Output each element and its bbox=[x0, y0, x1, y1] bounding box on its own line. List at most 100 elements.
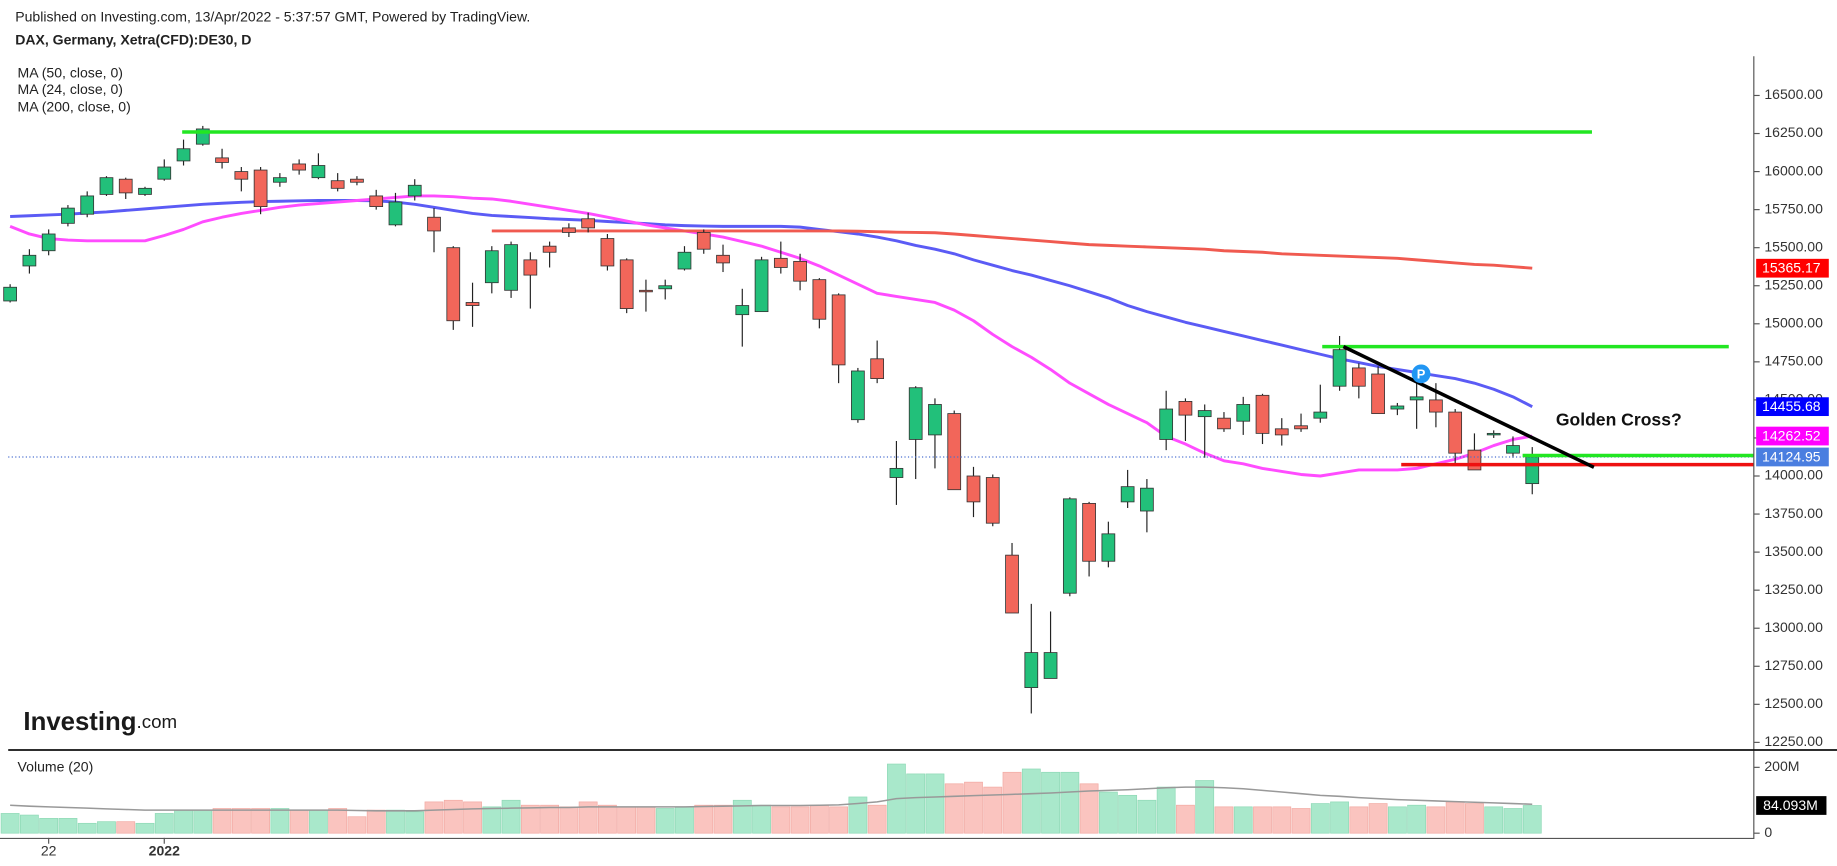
volume-bar bbox=[1291, 808, 1311, 834]
volume-bar bbox=[636, 806, 656, 834]
volume-bar bbox=[193, 809, 213, 834]
y-tick-label: 13500.00 bbox=[1764, 543, 1823, 559]
volume-bar bbox=[559, 806, 579, 834]
volume-title: Volume (20) bbox=[18, 758, 94, 774]
candle-body bbox=[311, 165, 326, 179]
symbol-title: DAX, Germany, Xetra(CFD):DE30, D bbox=[15, 32, 251, 48]
candle-body bbox=[388, 201, 403, 226]
candle-body bbox=[581, 218, 596, 229]
y-tick-label: 14750.00 bbox=[1764, 353, 1823, 369]
volume-bar bbox=[1407, 804, 1427, 834]
legend-item: MA (200, close, 0) bbox=[18, 99, 131, 115]
volume-bar bbox=[1041, 771, 1060, 834]
price-tag bbox=[1756, 397, 1829, 417]
candle-body bbox=[1062, 498, 1077, 594]
candle-body bbox=[1429, 399, 1443, 413]
volume-bar bbox=[752, 804, 771, 834]
volume-bar bbox=[578, 801, 598, 834]
logo: Investing.com bbox=[23, 708, 177, 736]
volume-bar bbox=[1368, 803, 1388, 834]
candle-body bbox=[1274, 428, 1289, 436]
volume-bar bbox=[289, 809, 309, 834]
volume-bar bbox=[309, 809, 328, 834]
price-tag-label: 14455.68 bbox=[1762, 398, 1821, 414]
volume-bar bbox=[983, 786, 1003, 834]
volume-bar bbox=[1426, 806, 1446, 834]
candle-body bbox=[928, 404, 942, 436]
candle-body bbox=[22, 254, 37, 267]
candle-body bbox=[658, 285, 673, 290]
x-tick-label: 2022 bbox=[149, 843, 180, 859]
candle-body bbox=[176, 148, 191, 162]
candle-body bbox=[619, 259, 634, 309]
candle-body bbox=[234, 171, 249, 180]
price-tag bbox=[1756, 426, 1829, 446]
candle-body bbox=[600, 238, 615, 267]
candle-body bbox=[773, 257, 788, 268]
candle-body bbox=[1159, 408, 1174, 440]
candle-body bbox=[369, 195, 384, 207]
volume-bar bbox=[1349, 806, 1369, 834]
volume-bar bbox=[366, 809, 386, 834]
volume-bar bbox=[328, 808, 348, 834]
y-tick-label: 12750.00 bbox=[1764, 657, 1823, 673]
candle-body bbox=[446, 247, 461, 322]
y-tick-label: 0 bbox=[1764, 824, 1772, 840]
volume-bar bbox=[58, 818, 78, 834]
ma-line bbox=[9, 194, 1533, 478]
candle-body bbox=[754, 259, 769, 313]
y-tick-label: 12500.00 bbox=[1764, 695, 1823, 711]
volume-bar bbox=[848, 796, 868, 834]
candle-body bbox=[1082, 502, 1096, 562]
volume-bar bbox=[771, 806, 791, 834]
y-tick-label: 15000.00 bbox=[1764, 315, 1823, 331]
candle-body bbox=[1217, 417, 1231, 430]
volume-bar bbox=[386, 809, 405, 834]
volume-bar bbox=[77, 822, 97, 834]
candle-body bbox=[1294, 425, 1308, 430]
candle-body bbox=[793, 260, 807, 282]
candle-body bbox=[523, 259, 538, 276]
y-tick-label: 12250.00 bbox=[1764, 733, 1823, 749]
candle-body bbox=[61, 207, 75, 224]
candle-body bbox=[1506, 445, 1520, 454]
volume-bar bbox=[1060, 771, 1080, 834]
volume-bar bbox=[694, 804, 714, 834]
x-tick-label: 22 bbox=[41, 843, 57, 859]
candle-body bbox=[118, 178, 133, 194]
candle-body bbox=[716, 254, 730, 264]
annotation: Golden Cross? bbox=[1556, 409, 1682, 429]
volume-bar bbox=[501, 799, 521, 834]
y-tick-label: 15500.00 bbox=[1764, 238, 1823, 254]
volume-bar bbox=[270, 808, 290, 834]
price-tag bbox=[1756, 258, 1829, 278]
volume-bar bbox=[251, 808, 271, 834]
candle-body bbox=[80, 195, 95, 215]
candle-body bbox=[157, 166, 172, 180]
volume-bar bbox=[925, 773, 945, 834]
y-tick-label: 200M bbox=[1764, 758, 1799, 774]
volume-bar bbox=[944, 783, 964, 834]
volume-bar bbox=[347, 816, 367, 834]
volume-bar bbox=[598, 804, 617, 834]
candle-body bbox=[1467, 449, 1482, 471]
y-tick-label: 15250.00 bbox=[1764, 276, 1823, 292]
price-tag-label: 14124.95 bbox=[1762, 448, 1821, 464]
y-tick-label: 16500.00 bbox=[1764, 86, 1823, 102]
volume-bar bbox=[39, 818, 59, 834]
candle-body bbox=[985, 477, 1000, 524]
volume-bar bbox=[1002, 771, 1022, 834]
candle-body bbox=[484, 250, 499, 284]
candle-body bbox=[41, 233, 56, 252]
candle-body bbox=[292, 163, 306, 171]
candle-body bbox=[99, 177, 114, 195]
volume-bar bbox=[463, 801, 482, 834]
candle-body bbox=[330, 180, 345, 189]
candle-body bbox=[407, 184, 422, 197]
volume-bar bbox=[1233, 806, 1253, 834]
volume-bar bbox=[1465, 803, 1484, 834]
volume-bar bbox=[1387, 806, 1407, 834]
volume-bar bbox=[424, 801, 444, 834]
volume-bar bbox=[520, 804, 540, 834]
